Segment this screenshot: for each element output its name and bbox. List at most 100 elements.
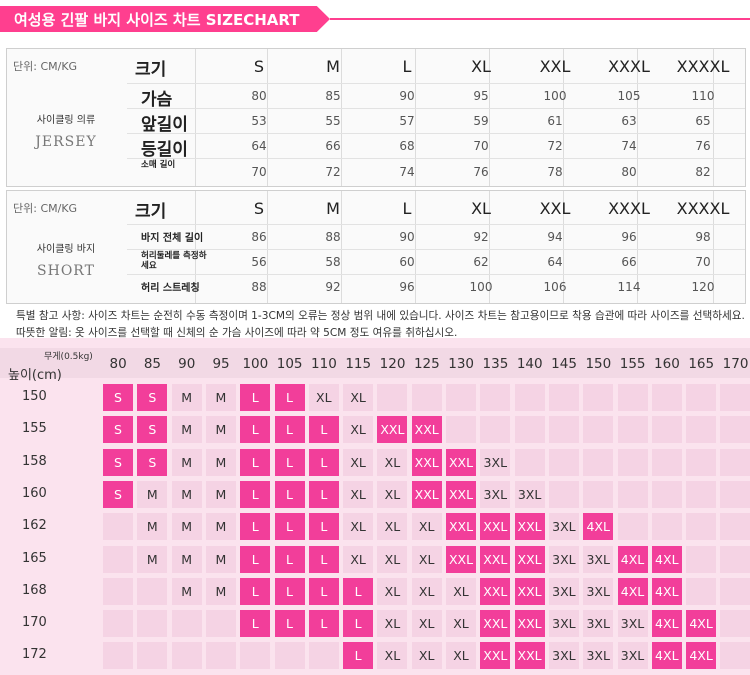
- size-header: XXXL: [608, 199, 650, 218]
- size-cell: 3XL: [583, 610, 614, 638]
- empty-cell: [651, 480, 682, 508]
- size-value: 68: [399, 139, 415, 153]
- size-cell: XL: [377, 610, 408, 638]
- weight-header: 95: [212, 356, 230, 372]
- size-cell: M: [171, 577, 202, 605]
- size-cell: XXL: [480, 513, 511, 541]
- size-value: 85: [325, 89, 341, 103]
- size-cell: S: [103, 480, 133, 508]
- size-value: 70: [695, 255, 711, 269]
- height-value: 172: [22, 647, 47, 663]
- empty-cell: [617, 416, 648, 444]
- size-cell: 4XL: [617, 577, 648, 605]
- height-value: 158: [22, 453, 47, 469]
- size-cell: 4XL: [617, 545, 648, 573]
- size-cell: XXL: [377, 416, 408, 444]
- size-value: 66: [325, 139, 341, 153]
- size-value: 56: [251, 255, 267, 269]
- size-cell: L: [274, 513, 305, 541]
- column-divider: [713, 49, 714, 186]
- empty-cell: [240, 642, 271, 670]
- size-value: 96: [621, 230, 637, 244]
- column-divider: [415, 191, 416, 303]
- size-cell: XXL: [480, 642, 511, 670]
- column-divider: [489, 49, 490, 186]
- empty-cell: [617, 448, 648, 476]
- size-value: 100: [469, 280, 493, 294]
- empty-cell: [720, 480, 750, 508]
- column-divider: [267, 191, 268, 303]
- empty-cell: [514, 448, 545, 476]
- empty-cell: [548, 480, 579, 508]
- empty-cell: [720, 610, 750, 638]
- column-divider: [415, 49, 416, 186]
- size-cell: XL: [343, 480, 374, 508]
- size-cell: L: [274, 545, 305, 573]
- jersey-size-table: 단위: CM/KG 크기 S M L XL XXL XXXL XXXXL 사이클링 의류 JERSE…: [6, 48, 746, 187]
- size-value: 90: [399, 89, 415, 103]
- size-cell: M: [171, 448, 202, 476]
- size-cell: S: [103, 416, 133, 444]
- size-value: 105: [617, 89, 641, 103]
- row-divider: [127, 224, 745, 225]
- size-value: 114: [617, 280, 641, 294]
- category-name: 사이클링 바지: [36, 243, 96, 255]
- height-value: 170: [22, 615, 47, 631]
- weight-header: 100: [242, 356, 269, 372]
- size-cell: L: [343, 610, 374, 638]
- weight-axis-label: 무게(0.5kg): [44, 352, 93, 362]
- size-value: 120: [691, 280, 715, 294]
- empty-cell: [274, 642, 305, 670]
- size-cell: XXL: [411, 480, 442, 508]
- size-cell: XL: [343, 513, 374, 541]
- empty-cell: [651, 513, 682, 541]
- weight-header: 165: [688, 356, 715, 372]
- size-header: XL: [471, 199, 491, 218]
- size-cell: XL: [411, 610, 442, 638]
- empty-cell: [686, 448, 717, 476]
- unit-label: 단위: CM/KG: [13, 60, 78, 73]
- size-cell: XXL: [514, 642, 545, 670]
- size-cell: 4XL: [686, 610, 717, 638]
- size-header: XXXXL: [676, 199, 730, 218]
- size-cell: M: [205, 448, 236, 476]
- size-value: 98: [695, 230, 711, 244]
- size-cell: M: [137, 480, 168, 508]
- size-cell: M: [171, 416, 202, 444]
- empty-cell: [617, 513, 648, 541]
- size-note: 특별 참고 사항: 사이즈 차트는 순전히 수동 측정이며 1-3CM의 오류는…: [16, 310, 745, 339]
- empty-cell: [548, 416, 579, 444]
- height-value: 168: [22, 582, 47, 598]
- size-cell: XL: [377, 577, 408, 605]
- category-label: 사이클링 바지 SHORT: [7, 240, 125, 279]
- column-divider: [489, 191, 490, 303]
- size-cell: S: [137, 416, 168, 444]
- size-cell: XL: [343, 384, 374, 411]
- row-divider: [127, 274, 745, 275]
- weight-header: 115: [345, 356, 372, 372]
- size-value: 92: [325, 280, 341, 294]
- category-name-en: JERSEY: [35, 134, 97, 150]
- row-label: 허리둘레를 측정하세요: [141, 251, 207, 271]
- empty-cell: [205, 610, 236, 638]
- size-cell: L: [240, 480, 271, 508]
- size-cell: L: [274, 384, 305, 411]
- size-cell: XL: [446, 610, 476, 638]
- size-cell: XL: [446, 642, 476, 670]
- column-divider: [195, 49, 196, 186]
- size-cell: L: [274, 416, 305, 444]
- column-divider: [267, 49, 268, 186]
- size-cell: S: [137, 384, 168, 411]
- size-cell: 4XL: [651, 545, 682, 573]
- size-cell: M: [171, 545, 202, 573]
- size-cell: 3XL: [548, 513, 579, 541]
- empty-cell: [137, 642, 168, 670]
- grid-header-band: [0, 348, 750, 378]
- size-cell: L: [240, 513, 271, 541]
- empty-cell: [548, 448, 579, 476]
- size-header: S: [253, 199, 265, 218]
- size-cell: M: [205, 416, 236, 444]
- column-divider: [341, 191, 342, 303]
- empty-cell: [617, 480, 648, 508]
- size-value: 95: [473, 89, 489, 103]
